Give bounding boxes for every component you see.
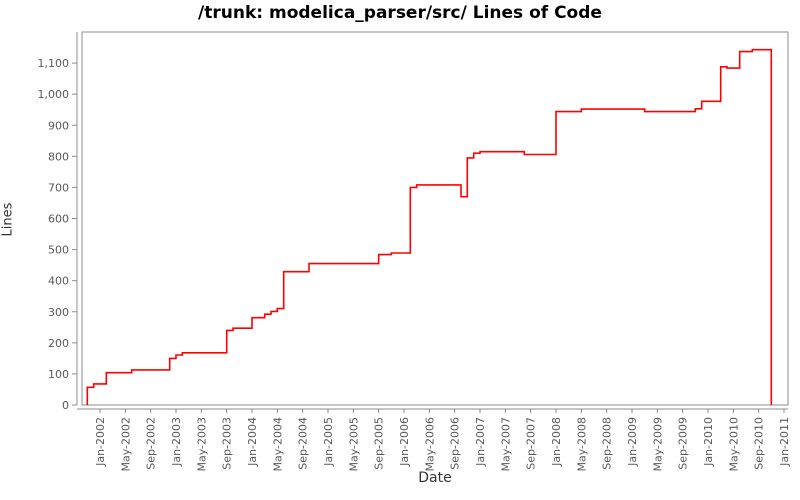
x-tick-label: Jan-2002 [94,417,107,467]
x-tick-label: Jan-2011 [778,417,791,467]
x-tick-label: May-2004 [271,417,284,472]
x-axis-title: Date [418,470,452,486]
x-tick-label: Sep-2008 [601,417,614,470]
y-tick-label: 0 [62,399,69,412]
x-tick-label: Sep-2004 [297,417,310,470]
x-tick-label: May-2007 [499,417,512,472]
x-tick-label: May-2008 [575,417,588,472]
loc-step-line [86,48,773,405]
y-tick-label: 200 [48,337,69,350]
x-tick-label: May-2003 [195,417,208,472]
x-tick-label: Jan-2007 [474,417,487,467]
x-tick-label: Sep-2007 [525,417,538,470]
x-tick-label: Sep-2002 [145,417,158,470]
y-tick-label: 600 [48,213,69,226]
x-tick-label: Jan-2005 [322,417,335,467]
y-tick-label: 1,100 [38,57,70,70]
x-tick-label: May-2002 [119,417,132,472]
y-tick-label: 700 [48,181,69,194]
chart-title: /trunk: modelica_parser/src/ Lines of Co… [198,3,602,23]
x-tick-label: Jan-2008 [550,417,563,467]
y-tick-label: 300 [48,306,69,319]
y-tick-label: 1,000 [38,88,70,101]
x-tick-label: Sep-2003 [221,417,234,470]
y-tick-label: 400 [48,275,69,288]
y-tick-label: 500 [48,244,69,257]
x-tick-label: Jan-2003 [170,417,183,467]
x-tick-label: Sep-2005 [373,417,386,470]
y-tick-label: 900 [48,119,69,132]
x-tick-label: May-2009 [651,417,664,472]
x-tick-label: May-2010 [727,417,740,472]
x-tick-label: Sep-2009 [677,417,690,470]
x-tick-label: Sep-2010 [753,417,766,470]
x-tick-label: May-2006 [423,417,436,472]
y-axis-title: Lines [0,202,16,237]
y-tick-label: 100 [48,368,69,381]
y-tick-label: 800 [48,150,69,163]
x-tick-label: Jan-2009 [626,417,639,467]
x-tick-label: May-2005 [347,417,360,472]
x-tick-label: Jan-2004 [246,417,259,467]
x-tick-label: Jan-2010 [702,417,715,467]
plot-border [81,31,789,406]
x-tick-label: Jan-2006 [398,417,411,467]
x-tick-label: Sep-2006 [449,417,462,470]
